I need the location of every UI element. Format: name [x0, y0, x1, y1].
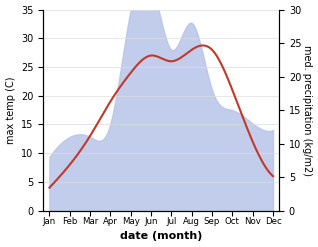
Y-axis label: med. precipitation (kg/m2): med. precipitation (kg/m2) — [302, 45, 313, 176]
Y-axis label: max temp (C): max temp (C) — [5, 76, 16, 144]
X-axis label: date (month): date (month) — [120, 231, 203, 242]
